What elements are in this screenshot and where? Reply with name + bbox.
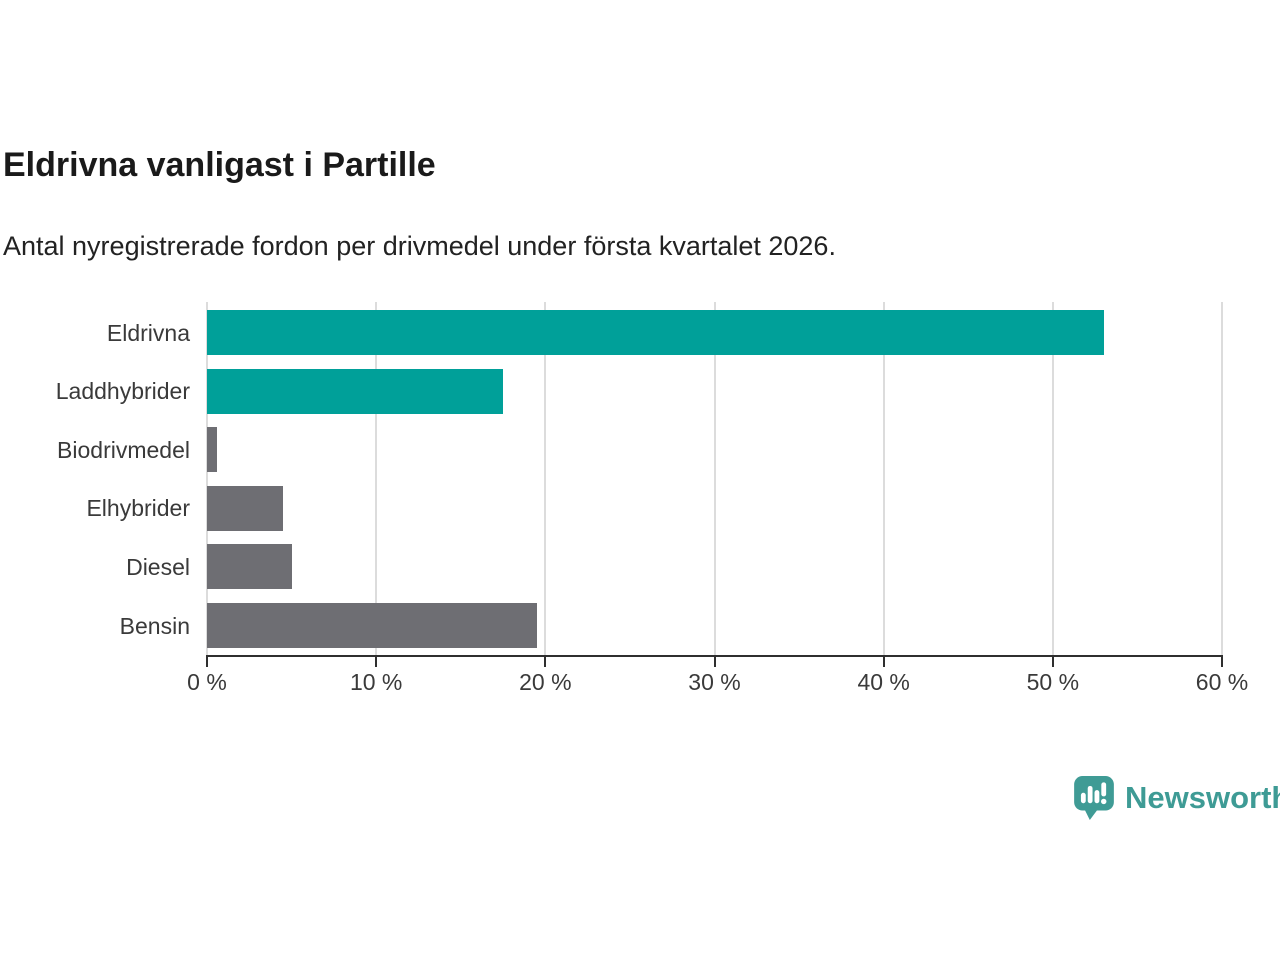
page-title: Eldrivna vanligast i Partille [3, 146, 436, 184]
x-axis-tick [713, 657, 716, 667]
gridline [206, 302, 208, 655]
page-subtitle: Antal nyregistrerade fordon per drivmede… [3, 231, 836, 261]
bar [207, 544, 292, 590]
x-axis-tick [1221, 657, 1223, 667]
x-axis-tick-label: 40 % [857, 669, 910, 695]
category-label: Bensin [119, 612, 190, 639]
gridline [1051, 302, 1054, 655]
category-label: Diesel [126, 553, 190, 580]
x-axis-tick [206, 657, 208, 667]
x-axis-tick [544, 657, 547, 667]
bar [207, 368, 504, 414]
newsworthy-wordmark: Newsworthy [1125, 780, 1280, 815]
bar [207, 485, 284, 531]
newsworthy-logo: Newsworthy [1072, 775, 1280, 821]
x-axis-tick [882, 657, 885, 667]
gridline [375, 302, 378, 655]
x-axis-line [206, 655, 1223, 657]
bar [207, 603, 537, 648]
gridline [544, 302, 547, 655]
category-label: Laddhybrider [55, 378, 190, 405]
x-axis-tick [1051, 657, 1054, 667]
gridline [713, 302, 716, 655]
x-axis-tick-label: 0 % [187, 669, 227, 695]
bar [207, 310, 1104, 355]
x-axis-tick-label: 30 % [688, 669, 741, 695]
newsworthy-speech-bubble-icon [1074, 776, 1114, 820]
gridline [1221, 302, 1223, 655]
x-axis-tick [375, 657, 378, 667]
gridline [882, 302, 885, 655]
category-label: Biodrivmedel [57, 436, 190, 463]
x-axis-tick-label: 60 % [1195, 669, 1249, 695]
x-axis-tick-label: 50 % [1026, 669, 1080, 695]
category-label: Eldrivna [106, 319, 190, 346]
x-axis-tick-label: 20 % [519, 669, 572, 695]
x-axis-tick-label: 10 % [349, 669, 403, 695]
category-label: Elhybrider [86, 495, 190, 522]
bar [207, 427, 218, 473]
